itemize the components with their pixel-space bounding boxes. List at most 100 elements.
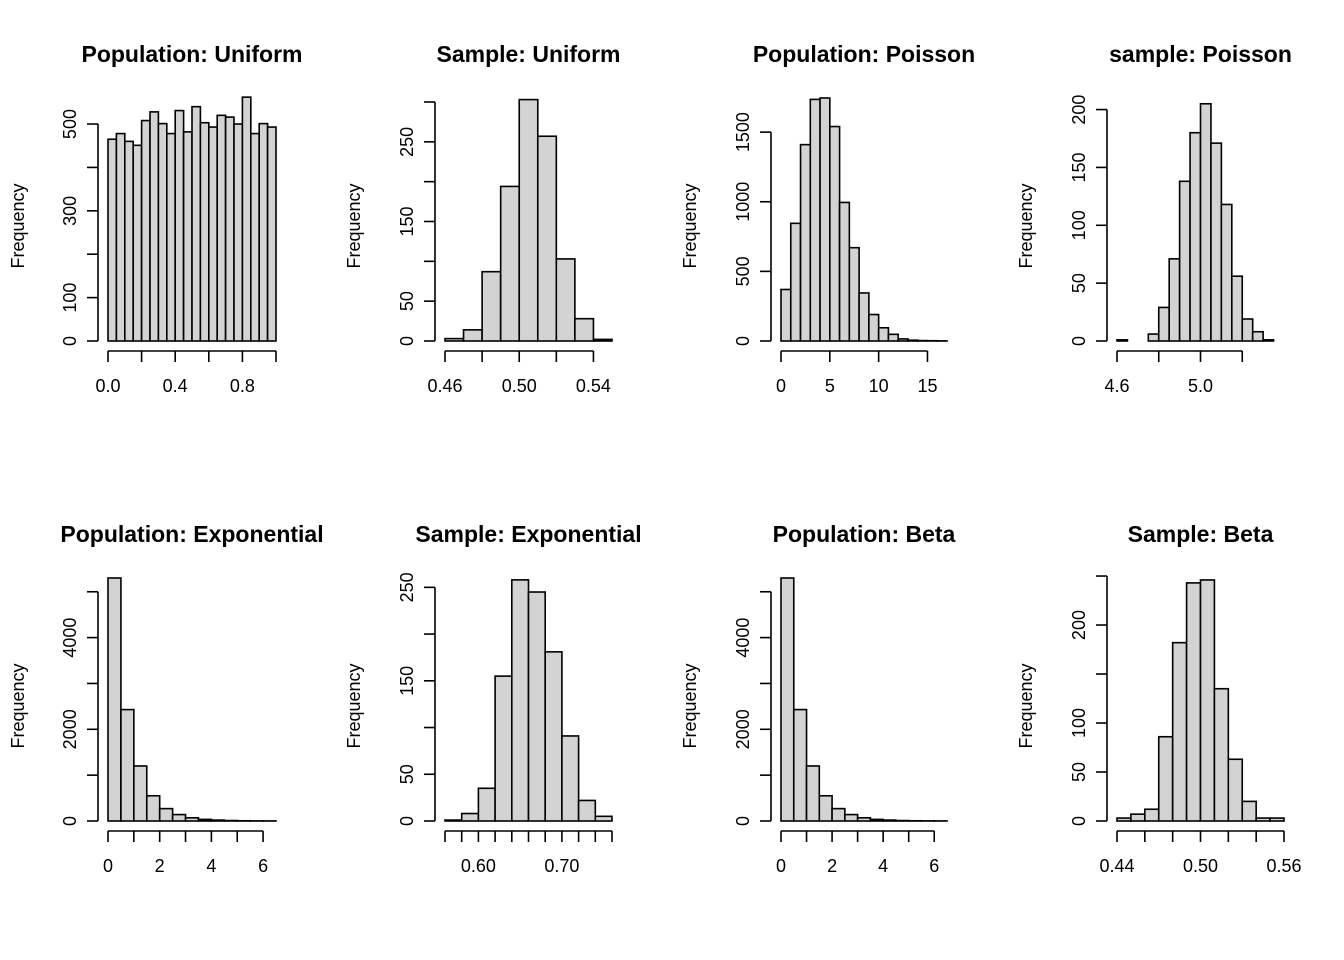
histogram-bar — [132, 144, 143, 342]
histogram-bar — [233, 123, 244, 342]
histogram-bar — [1199, 102, 1212, 342]
y-axis-label: Frequency — [1016, 183, 1036, 268]
histogram-bar — [1144, 808, 1160, 822]
histogram-bar — [799, 143, 812, 342]
bars — [780, 577, 948, 822]
histogram-bar — [877, 326, 890, 342]
histogram-bar — [809, 98, 821, 342]
histogram-bar — [191, 105, 202, 342]
y-tick-label: 50 — [397, 764, 417, 784]
x-tick-label: 2 — [827, 856, 837, 876]
histogram-panel-4: sample: Poisson Frequency 4.6 5.0 0 50 100 150 2… — [1016, 41, 1292, 396]
y-tick-label: 250 — [397, 572, 417, 602]
chart-title: Population: Uniform — [81, 41, 302, 67]
histogram-bar — [120, 708, 135, 822]
histogram-panel-5: Population: Exponential Frequency 0 2 4 6 0 200… — [8, 521, 324, 876]
chart-title: Population: Beta — [773, 521, 956, 547]
y-tick-label: 0 — [1069, 816, 1089, 826]
y-tick-label: 500 — [733, 256, 753, 286]
histogram-bar — [1255, 817, 1271, 822]
y-tick-label: 1000 — [733, 182, 753, 222]
y-axis-label: Frequency — [8, 663, 28, 748]
histogram-bar — [544, 651, 563, 822]
histogram-bar — [594, 815, 613, 822]
y-tick-label: 150 — [397, 206, 417, 236]
histogram-bar — [184, 816, 200, 822]
histogram-bar — [210, 819, 226, 822]
y-tick-label: 150 — [397, 666, 417, 696]
histogram-bar — [897, 338, 909, 342]
histogram-bar — [858, 292, 870, 342]
histogram-bar — [158, 807, 174, 822]
y-tick-label: 150 — [1069, 152, 1089, 182]
histogram-bar — [133, 765, 148, 822]
x-tick-label: 0 — [776, 376, 786, 396]
histogram-bar — [171, 813, 187, 822]
chart-title: Sample: Exponential — [415, 521, 641, 547]
histogram-bar — [577, 799, 597, 822]
x-tick-label: 6 — [929, 856, 939, 876]
y-tick-label: 50 — [1069, 762, 1089, 782]
histogram-bar — [1185, 582, 1202, 822]
y-axis-label: Frequency — [1016, 663, 1036, 748]
x-tick-label: 4 — [206, 856, 216, 876]
y-tick-label: 2000 — [733, 709, 753, 749]
y-axis-label: Frequency — [680, 663, 700, 748]
histogram-bar — [124, 140, 135, 342]
histogram-bar — [1210, 142, 1223, 342]
y-tick-label: 500 — [60, 109, 80, 139]
histogram-bar — [1178, 180, 1191, 342]
histogram-bar — [882, 819, 897, 822]
histogram-bar — [216, 114, 227, 342]
y-tick-label: 300 — [60, 196, 80, 226]
x-tick-label: 10 — [869, 376, 889, 396]
histogram-panel-3: Population: Poisson Frequency 0 5 10 15 0 500 10… — [680, 41, 975, 396]
histogram-bar — [831, 807, 846, 822]
y-tick-label: 4000 — [733, 618, 753, 658]
x-tick-label: 0.8 — [230, 376, 255, 396]
y-tick-label: 250 — [397, 127, 417, 157]
histogram-bar — [250, 132, 261, 342]
histogram-bar — [1262, 339, 1275, 342]
y-tick-label: 1500 — [733, 112, 753, 152]
x-tick-label: 0.50 — [502, 376, 537, 396]
histogram-bar — [1189, 131, 1202, 342]
histogram-bar — [266, 126, 277, 342]
x-tick-label: 0.4 — [163, 376, 188, 396]
y-axis-label: Frequency — [344, 663, 364, 748]
histogram-bar — [1157, 306, 1170, 342]
histogram-bar — [1147, 333, 1160, 342]
histogram-bar — [561, 735, 580, 822]
histogram-bar — [460, 812, 480, 822]
histogram-bar — [1168, 258, 1181, 342]
bars — [1116, 579, 1285, 822]
histogram-bar — [197, 818, 213, 822]
histogram-bar — [166, 132, 177, 342]
histogram-bar — [1171, 641, 1188, 822]
histogram-bar — [592, 338, 613, 342]
histogram-bar — [481, 270, 502, 342]
histogram-bar — [510, 579, 530, 822]
histogram-bar — [536, 135, 558, 342]
histogram-bar — [869, 818, 884, 822]
x-tick-label: 0.44 — [1099, 856, 1134, 876]
x-tick-label: 5.0 — [1188, 376, 1213, 396]
histogram-bar — [208, 126, 219, 342]
histogram-bar — [1213, 687, 1230, 822]
histogram-panel-7: Population: Beta Frequency 0 2 4 6 0 2000 4000 — [680, 521, 956, 876]
histogram-panel-8: Sample: Beta Frequency 0.44 0.50 0.56 0 50 100 2… — [1016, 521, 1302, 876]
bars — [444, 579, 613, 822]
bars — [107, 96, 277, 342]
histogram-panel-6: Sample: Exponential Frequency 0.60 0.70 0 50 1… — [344, 521, 642, 876]
x-tick-label: 0.50 — [1183, 856, 1218, 876]
histogram-bar — [140, 119, 151, 342]
histogram-bar — [107, 138, 118, 342]
histogram-bar — [1241, 318, 1254, 342]
histogram-bar — [1116, 817, 1132, 822]
chart-title: Population: Poisson — [753, 41, 975, 67]
y-tick-label: 200 — [1069, 95, 1089, 125]
histogram-bar — [518, 98, 539, 342]
y-tick-label: 200 — [1069, 610, 1089, 640]
y-tick-label: 2000 — [60, 709, 80, 749]
x-tick-label: 0.54 — [576, 376, 611, 396]
